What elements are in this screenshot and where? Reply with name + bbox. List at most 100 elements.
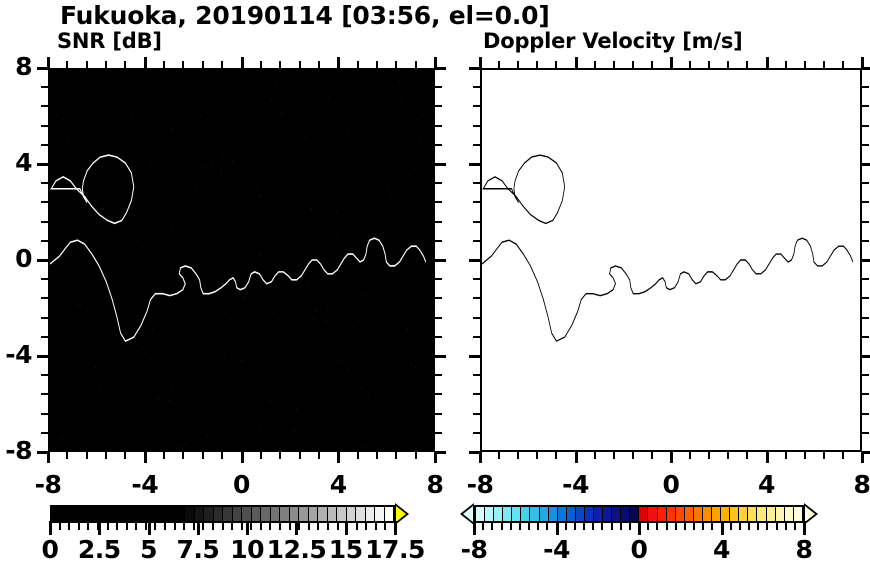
- noise-pixel: [406, 330, 408, 332]
- doppler-xtick-major: [670, 452, 673, 463]
- noise-pixel: [341, 100, 343, 102]
- colorbar-over-arrow-fill: [396, 506, 406, 522]
- noise-pixel: [95, 335, 97, 337]
- noise-pixel: [83, 241, 84, 244]
- snr-ytick-right-minor: [435, 335, 442, 338]
- snr-ytick-right: [435, 355, 446, 358]
- noise-pixel: [72, 288, 74, 290]
- noise-pixel: [391, 197, 393, 200]
- noise-pixel: [289, 116, 291, 118]
- doppler-ytick-minor: [473, 374, 480, 377]
- snr-xtick-major: [240, 452, 244, 463]
- doppler-xtick-top: [670, 57, 673, 68]
- noise-pixel: [286, 104, 288, 106]
- doppler-xtick-top-minor: [841, 61, 844, 68]
- snr-xtick-top-minor: [221, 61, 224, 68]
- noise-pixel: [212, 162, 213, 165]
- x-axis-label: 8: [853, 470, 870, 499]
- noise-pixel: [78, 304, 79, 306]
- noise-pixel: [323, 240, 324, 243]
- noise-pixel: [311, 208, 312, 210]
- noise-pixel: [390, 194, 392, 196]
- noise-pixel: [86, 363, 87, 365]
- colorbar-cell: [538, 507, 548, 521]
- snr-plot-area[interactable]: [48, 68, 435, 452]
- noise-pixel: [61, 424, 62, 426]
- noise-pixel: [325, 320, 327, 322]
- noise-pixel: [171, 266, 172, 268]
- noise-pixel: [418, 338, 419, 340]
- doppler-ytick-right: [862, 259, 870, 262]
- doppler-ytick-right-minor: [862, 335, 869, 338]
- doppler-plot-area[interactable]: [480, 68, 862, 452]
- doppler-ytick-right-minor: [862, 297, 869, 300]
- colorbar-cell: [60, 507, 70, 521]
- x-axis-label: 4: [329, 470, 347, 499]
- doppler-ytick-right-minor: [862, 393, 869, 396]
- noise-pixel: [169, 400, 171, 402]
- colorbar-cell: [52, 507, 61, 521]
- colorbar-cell: [98, 507, 108, 521]
- colorbar-value-label: 0: [41, 535, 59, 564]
- doppler-xtick-minor: [708, 452, 711, 459]
- doppler-panel-title: Doppler Velocity [m/s]: [483, 29, 743, 53]
- snr-xtick-minor: [395, 452, 398, 459]
- snr-xtick-major: [337, 452, 341, 463]
- colorbar-cell: [184, 507, 194, 521]
- y-axis-label: -8: [5, 436, 32, 465]
- colorbar-value-label: 5: [140, 535, 158, 564]
- snr-ytick-right-minor: [435, 297, 442, 300]
- noise-pixel: [353, 82, 355, 84]
- noise-pixel: [346, 133, 348, 135]
- doppler-xtick-major: [574, 452, 578, 463]
- snr-xtick-top-minor: [85, 61, 88, 68]
- noise-pixel: [384, 346, 385, 348]
- colorbar-cell: [231, 507, 241, 521]
- doppler-ytick-right: [862, 67, 870, 70]
- noise-pixel: [195, 336, 197, 339]
- noise-pixel: [62, 117, 64, 120]
- noise-pixel: [263, 378, 265, 381]
- noise-pixel: [277, 318, 279, 320]
- noise-pixel: [232, 160, 234, 162]
- noise-pixel: [191, 196, 193, 198]
- doppler-xtick-minor: [631, 452, 634, 459]
- snr-cbar-wrap-body[interactable]: [50, 505, 395, 523]
- x-axis-label: 0: [233, 470, 250, 499]
- colorbar-value-label: -4: [543, 535, 570, 564]
- colorbar-cell: [288, 507, 298, 521]
- noise-pixel: [89, 123, 91, 125]
- dop-cbar-wrap-body[interactable]: [474, 505, 804, 523]
- noise-pixel: [334, 356, 335, 359]
- noise-pixel: [244, 296, 246, 298]
- snr-xtick-top-minor: [163, 61, 166, 68]
- noise-pixel: [146, 231, 148, 233]
- doppler-xtick-top: [861, 57, 864, 68]
- snr-ytick-minor: [41, 105, 48, 108]
- noise-pixel: [313, 318, 315, 320]
- noise-pixel: [200, 115, 201, 117]
- snr-xtick-top-minor: [414, 61, 417, 68]
- snr-xtick-minor: [375, 452, 378, 459]
- noise-pixel: [113, 272, 114, 275]
- doppler-xtick-minor: [727, 452, 730, 459]
- colorbar-cell: [574, 507, 584, 521]
- noise-pixel: [60, 438, 62, 440]
- doppler-xtick-top-minor: [784, 61, 787, 68]
- snr-xtick-major: [434, 452, 437, 463]
- noise-pixel: [311, 423, 313, 425]
- doppler-xtick-major: [765, 452, 769, 463]
- colorbar-under-arrow-fill: [463, 506, 473, 522]
- colorbar-cell: [89, 507, 99, 521]
- doppler-ytick-minor: [473, 393, 480, 396]
- snr-ytick-right: [435, 259, 446, 262]
- noise-pixel: [76, 111, 77, 113]
- colorbar-value-label: 0: [630, 535, 648, 564]
- noise-pixel: [202, 166, 204, 168]
- x-axis-label: 0: [662, 470, 680, 499]
- snr-panel-title: SNR [dB]: [57, 29, 162, 53]
- noise-pixel: [85, 233, 87, 235]
- colorbar-tick: [147, 521, 151, 535]
- noise-pixel: [170, 87, 172, 89]
- noise-pixel: [231, 125, 233, 127]
